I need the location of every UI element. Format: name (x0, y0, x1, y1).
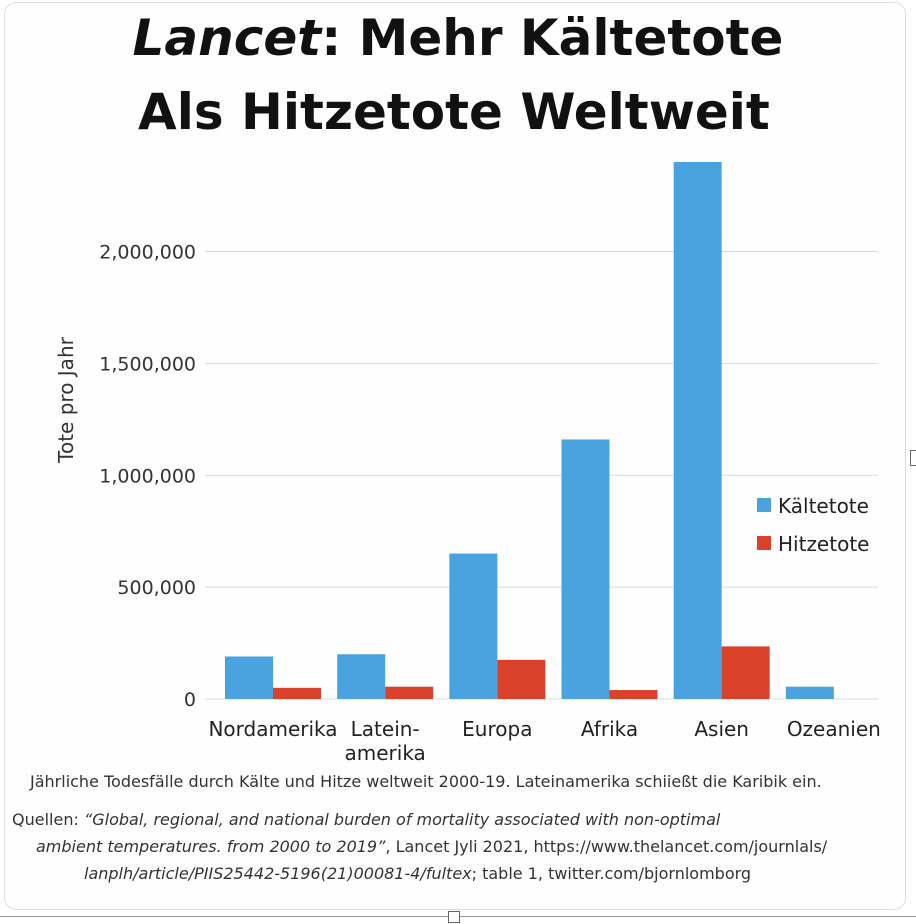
title-emphasis: Lancet (132, 9, 322, 67)
bar-chart: 0 500,000 1,000,000 1,500,000 2,000,000 Tote … (54, 162, 881, 765)
x-tick-label: Asien (694, 717, 749, 741)
chart-title-line2: Als Hitzetote Weltweit (138, 83, 770, 141)
legend-swatch (757, 536, 771, 550)
bar-hitzetote (609, 690, 658, 699)
sources-title-part2: ambient temperatures. from 2000 to 2019” (36, 837, 386, 856)
legend-label: Kältetote (778, 494, 869, 518)
sources-suffix: ; table 1, twitter.com/bjornlomborg (471, 864, 752, 883)
bar-kaeltetote (449, 553, 498, 699)
x-tick-label: Afrika (581, 717, 638, 741)
bar-kaeltetote (225, 656, 273, 699)
legend-swatch (757, 498, 771, 512)
x-tick-label: amerika (345, 741, 426, 765)
x-tick-label: Ozeanien (787, 717, 881, 741)
chart-title-line1: Lancet: Mehr Kältetote (0, 8, 916, 68)
sources-url-end: lanplh/article/PIIS25442-5196(21)00081-4… (84, 864, 472, 883)
y-tick-label: 0 (184, 689, 196, 711)
bar-kaeltetote (561, 439, 610, 699)
x-tick-label: Latein- (351, 717, 420, 741)
bar-kaeltetote (673, 162, 722, 699)
y-axis-label: Tote pro Jahr (54, 336, 78, 463)
bar-hitzetote (273, 687, 321, 699)
chart-card (4, 2, 906, 910)
sources-block: Quellen: “Global, regional, and national… (12, 806, 892, 887)
title-line1-rest: : Mehr Kältetote (321, 9, 784, 67)
x-tick-label: Nordamerika (208, 717, 337, 741)
bar-hitzetote (385, 686, 434, 699)
legend-label: Hitzetote (778, 532, 869, 556)
sources-prefix: Quellen: (12, 810, 84, 829)
chart-caption: Jährliche Todesfälle durch Kälte und Hit… (30, 772, 822, 791)
y-tick-label: 2,000,000 (99, 242, 196, 264)
bar-kaeltetote (337, 654, 386, 699)
bar-kaeltetote (785, 686, 834, 699)
x-tick-label: Europa (462, 717, 532, 741)
bar-hitzetote (721, 646, 770, 699)
sources-title-part1: “Global, regional, and national burden o… (83, 810, 721, 829)
bar-hitzetote (497, 659, 546, 699)
side-resize-handle[interactable] (910, 450, 916, 466)
resize-handle[interactable] (448, 911, 460, 923)
sources-middle: , Lancet Jyli 2021, https://www.thelance… (385, 837, 828, 856)
y-tick-label: 500,000 (117, 577, 196, 599)
y-tick-label: 1,500,000 (99, 353, 196, 375)
y-tick-label: 1,000,000 (99, 465, 196, 487)
